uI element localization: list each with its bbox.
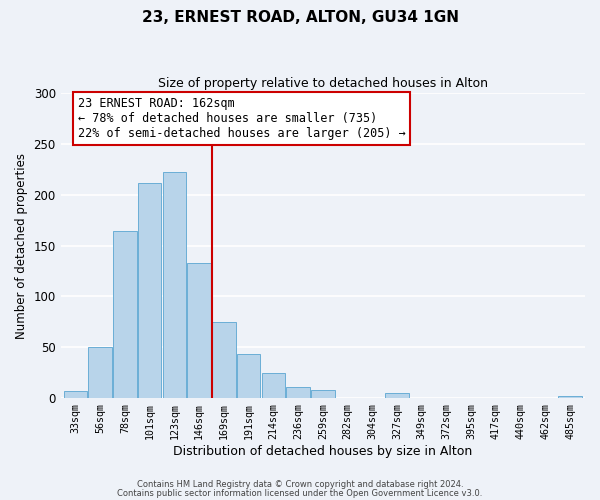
- Title: Size of property relative to detached houses in Alton: Size of property relative to detached ho…: [158, 78, 488, 90]
- Bar: [385, 393, 409, 398]
- Text: 23, ERNEST ROAD, ALTON, GU34 1GN: 23, ERNEST ROAD, ALTON, GU34 1GN: [142, 10, 458, 25]
- Bar: [212, 322, 236, 398]
- Bar: [163, 172, 186, 398]
- Bar: [311, 390, 335, 398]
- Bar: [187, 263, 211, 398]
- Bar: [138, 182, 161, 398]
- Bar: [237, 354, 260, 398]
- Y-axis label: Number of detached properties: Number of detached properties: [15, 152, 28, 338]
- Bar: [113, 232, 137, 398]
- Bar: [559, 396, 582, 398]
- Bar: [262, 372, 285, 398]
- Bar: [286, 387, 310, 398]
- Text: Contains HM Land Registry data © Crown copyright and database right 2024.: Contains HM Land Registry data © Crown c…: [137, 480, 463, 489]
- Text: 23 ERNEST ROAD: 162sqm
← 78% of detached houses are smaller (735)
22% of semi-de: 23 ERNEST ROAD: 162sqm ← 78% of detached…: [78, 97, 406, 140]
- Bar: [64, 391, 87, 398]
- Bar: [88, 347, 112, 398]
- Text: Contains public sector information licensed under the Open Government Licence v3: Contains public sector information licen…: [118, 490, 482, 498]
- X-axis label: Distribution of detached houses by size in Alton: Distribution of detached houses by size …: [173, 444, 472, 458]
